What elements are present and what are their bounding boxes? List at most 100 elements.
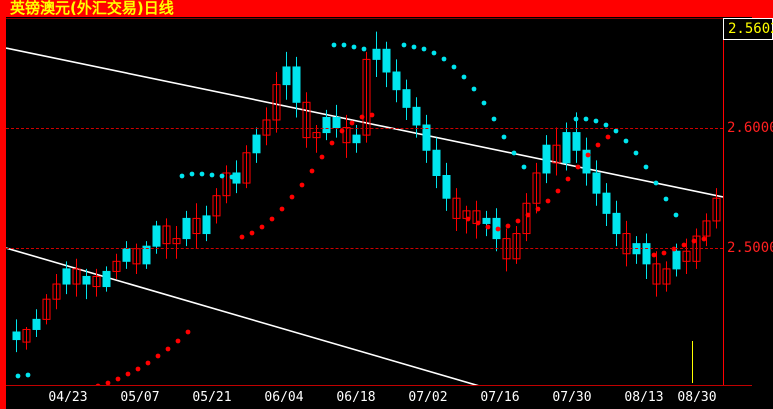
candle-body-up bbox=[272, 84, 281, 121]
sar-dot-up bbox=[421, 46, 427, 52]
candle-body-up bbox=[162, 225, 171, 245]
sar-dot-up bbox=[431, 50, 437, 56]
candle-body-down bbox=[372, 48, 381, 60]
candle-body-up bbox=[362, 58, 371, 136]
sar-dot-down bbox=[359, 114, 365, 120]
candle-body-down bbox=[432, 149, 441, 176]
candle-body-down bbox=[32, 318, 41, 330]
candle-body-up bbox=[192, 217, 201, 235]
sar-dot-up bbox=[179, 173, 185, 179]
date-axis-label: 07/16 bbox=[480, 390, 520, 405]
date-axis-label: 06/18 bbox=[336, 390, 376, 405]
sar-dot-up bbox=[15, 373, 21, 379]
candle-body-down bbox=[102, 270, 111, 288]
sar-dot-down bbox=[525, 212, 531, 218]
sar-dot-up bbox=[653, 180, 659, 186]
candle-body-up bbox=[552, 144, 561, 164]
sar-dot-down bbox=[505, 223, 511, 229]
candle-body-up bbox=[452, 197, 461, 219]
sar-dot-down bbox=[319, 154, 325, 160]
sar-dot-up bbox=[199, 171, 205, 177]
candle-body-up bbox=[702, 220, 711, 237]
sar-dot-down bbox=[565, 176, 571, 182]
candle-body-up bbox=[212, 195, 221, 217]
sar-dot-up bbox=[603, 122, 609, 128]
candle-body-down bbox=[562, 132, 571, 164]
sar-dot-up bbox=[351, 44, 357, 50]
sar-dot-up bbox=[341, 42, 347, 48]
sar-dot-down bbox=[555, 188, 561, 194]
candle-body-down bbox=[62, 268, 71, 285]
sar-dot-up bbox=[411, 44, 417, 50]
sar-dot-down bbox=[535, 206, 541, 212]
candle-body-up bbox=[72, 268, 81, 285]
sar-dot-down bbox=[95, 383, 101, 385]
sar-dot-up bbox=[573, 116, 579, 122]
sar-dot-up bbox=[623, 138, 629, 144]
sar-dot-down bbox=[605, 134, 611, 140]
sar-dot-up bbox=[361, 46, 367, 52]
price-axis-label: 2.5000 bbox=[727, 240, 773, 256]
candle-body-up bbox=[522, 202, 531, 235]
candle-body-down bbox=[12, 331, 21, 341]
sar-dot-up bbox=[451, 64, 457, 70]
trend-channel-upper bbox=[6, 47, 723, 198]
sar-dot-down bbox=[239, 234, 245, 240]
price-chart-plot[interactable] bbox=[6, 19, 723, 385]
candle-body-down bbox=[442, 174, 451, 199]
sar-dot-down bbox=[691, 238, 697, 244]
sar-dot-down bbox=[595, 142, 601, 148]
candle-body-down bbox=[612, 212, 621, 235]
sar-dot-down bbox=[349, 120, 355, 126]
date-axis-label: 07/30 bbox=[552, 390, 592, 405]
candle-body-up bbox=[312, 132, 321, 139]
candle-body-down bbox=[82, 275, 91, 285]
sar-dot-down bbox=[155, 353, 161, 359]
gridline-2.5 bbox=[6, 248, 723, 249]
sar-dot-up bbox=[331, 42, 337, 48]
candle-body-up bbox=[622, 233, 631, 255]
candle-body-up bbox=[262, 119, 271, 136]
sar-dot-down bbox=[485, 224, 491, 230]
sar-dot-up bbox=[219, 173, 225, 179]
sar-dot-down bbox=[681, 242, 687, 248]
candle-body-down bbox=[602, 192, 611, 214]
candle-body-up bbox=[92, 275, 101, 288]
candle-body-up bbox=[342, 127, 351, 144]
sar-dot-down bbox=[701, 236, 707, 242]
trend-channel-lower bbox=[6, 247, 479, 385]
cursor-marker[interactable] bbox=[692, 341, 693, 383]
sar-dot-down bbox=[465, 216, 471, 222]
sar-dot-down bbox=[259, 224, 265, 230]
sar-dot-down bbox=[329, 140, 335, 146]
sar-dot-up bbox=[521, 164, 527, 170]
sar-dot-down bbox=[135, 366, 141, 372]
candle-body-down bbox=[412, 106, 421, 126]
candle-body-down bbox=[122, 248, 131, 262]
sar-dot-down bbox=[369, 112, 375, 118]
sar-dot-down bbox=[249, 230, 255, 236]
sar-dot-down bbox=[661, 250, 667, 256]
sar-dot-down bbox=[585, 152, 591, 158]
candle-body-down bbox=[482, 217, 491, 224]
sar-dot-down bbox=[175, 338, 181, 344]
price-axis-label: 2.6000 bbox=[727, 120, 773, 136]
sar-dot-up bbox=[441, 56, 447, 62]
sar-dot-down bbox=[475, 220, 481, 226]
candle-body-down bbox=[182, 217, 191, 240]
sar-dot-up bbox=[643, 164, 649, 170]
price-axis-divider bbox=[723, 19, 724, 385]
sar-dot-down bbox=[165, 346, 171, 352]
date-axis-label: 05/21 bbox=[192, 390, 232, 405]
candle-body-up bbox=[662, 268, 671, 285]
candle-body-up bbox=[512, 233, 521, 260]
gridline-2.6 bbox=[6, 128, 723, 129]
candle-body-up bbox=[112, 260, 121, 272]
candle-body-up bbox=[712, 197, 721, 222]
date-axis-label: 08/13 bbox=[624, 390, 664, 405]
sar-dot-down bbox=[651, 252, 657, 258]
sar-dot-up bbox=[461, 74, 467, 80]
